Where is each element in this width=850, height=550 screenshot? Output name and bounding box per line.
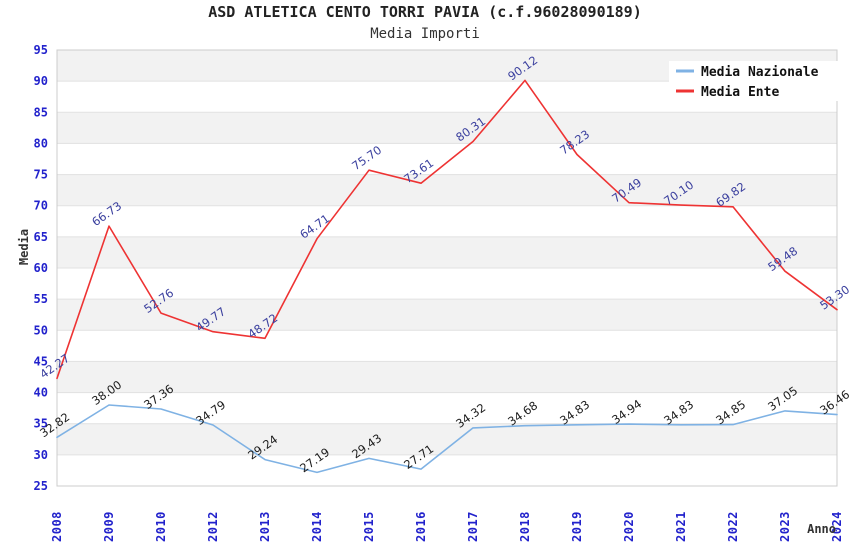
y-tick-label: 65 bbox=[34, 230, 48, 244]
y-tick-label: 55 bbox=[34, 292, 48, 306]
y-tick-label: 85 bbox=[34, 105, 48, 119]
plot-band bbox=[57, 268, 837, 300]
y-tick-label: 75 bbox=[34, 168, 48, 182]
plot-band bbox=[57, 205, 837, 237]
legend-label-media-nazionale: Media Nazionale bbox=[701, 65, 819, 80]
x-tick-label: 2010 bbox=[154, 511, 168, 542]
legend-background bbox=[669, 61, 845, 101]
y-tick-label: 30 bbox=[34, 448, 48, 462]
legend: Media Nazionale Media Ente bbox=[669, 61, 845, 101]
plot-band bbox=[57, 361, 837, 393]
x-tick-label: 2022 bbox=[726, 511, 740, 542]
x-tick-label: 2014 bbox=[310, 511, 324, 542]
plot-border bbox=[56, 49, 838, 487]
plot-band bbox=[57, 236, 837, 268]
x-tick-label: 2008 bbox=[50, 511, 64, 542]
chart-subtitle: Media Importi bbox=[370, 26, 480, 42]
x-tick-label: 2023 bbox=[778, 511, 792, 542]
y-tick-label: 35 bbox=[34, 417, 48, 431]
y-axis-title: Media bbox=[17, 229, 31, 265]
plot-band bbox=[57, 299, 837, 331]
plot-band bbox=[57, 330, 837, 362]
plot-band bbox=[57, 143, 837, 175]
x-tick-label: 2015 bbox=[362, 511, 376, 542]
x-tick-label: 2020 bbox=[622, 511, 636, 542]
y-tick-label: 70 bbox=[34, 199, 48, 213]
y-tick-label: 60 bbox=[34, 261, 48, 275]
x-tick-label: 2018 bbox=[518, 511, 532, 542]
series-line-media-ente bbox=[56, 79, 838, 380]
x-tick-label: 2012 bbox=[206, 511, 220, 542]
plot-band bbox=[57, 423, 837, 455]
plot-band bbox=[57, 454, 837, 486]
x-axis-title: Anno bbox=[807, 522, 836, 536]
y-tick-label: 95 bbox=[34, 43, 48, 57]
chart-title: ASD ATLETICA CENTO TORRI PAVIA (c.f.9602… bbox=[208, 3, 641, 21]
series-line-media-nazionale bbox=[56, 404, 838, 474]
legend-label-media-ente: Media Ente bbox=[701, 85, 779, 100]
x-tick-label: 2019 bbox=[570, 511, 584, 542]
x-tick-label: 2017 bbox=[466, 511, 480, 542]
y-tick-label: 45 bbox=[34, 354, 48, 368]
y-tick-label: 50 bbox=[34, 323, 48, 337]
y-tick-label: 80 bbox=[34, 136, 48, 150]
x-tick-label: 2021 bbox=[674, 511, 688, 542]
plot-band bbox=[57, 392, 837, 424]
x-tick-label: 2016 bbox=[414, 511, 428, 542]
y-tick-label: 90 bbox=[34, 74, 48, 88]
x-tick-label: 2009 bbox=[102, 511, 116, 542]
plot-band bbox=[57, 174, 837, 206]
y-tick-label: 25 bbox=[34, 479, 48, 493]
x-tick-label: 2013 bbox=[258, 511, 272, 542]
plot-band bbox=[57, 112, 837, 144]
x-tick-label: 2024 bbox=[830, 511, 844, 542]
y-tick-label: 40 bbox=[34, 386, 48, 400]
legend-item-media-nazionale: Media Nazionale bbox=[676, 65, 819, 80]
legend-item-media-ente: Media Ente bbox=[676, 85, 779, 100]
